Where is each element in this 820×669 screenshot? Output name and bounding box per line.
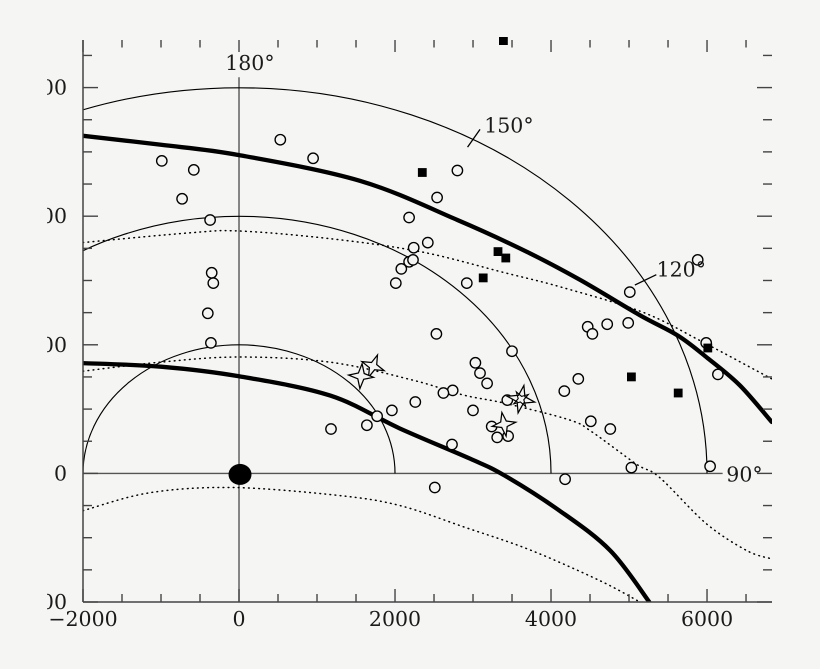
open-circle-marker: [176, 192, 188, 205]
open-circle-marker: [601, 318, 614, 331]
open-circle-marker: [572, 373, 585, 385]
filled-squares-series: [417, 37, 713, 398]
galactocentric-dotted-outer-curve: [83, 229, 772, 380]
open-circle-marker: [431, 191, 443, 204]
longitude-labels: 180° 150° 120° 90°: [225, 51, 762, 487]
sun-marker: [228, 463, 252, 485]
open-circle-marker: [622, 317, 635, 329]
open-circle-marker: [704, 460, 716, 473]
open-circle-marker: [446, 438, 458, 451]
x-tick-label: 6000: [681, 607, 733, 631]
spiral-arm-outer-curve: [83, 133, 772, 425]
y-tick-label: 4000: [15, 204, 67, 228]
open-circle-marker: [389, 277, 402, 289]
open-circle-marker: [395, 263, 408, 275]
filled-square-marker: [627, 372, 636, 382]
longitude-tick-150deg: [467, 129, 481, 148]
spiral-arm-local-curve: [83, 360, 652, 602]
longitude-label-120deg: 120°: [657, 258, 706, 282]
open-circle-marker: [409, 396, 422, 408]
open-circle-marker: [407, 241, 420, 254]
open-circle-marker: [491, 431, 504, 444]
open-circle-marker: [386, 404, 398, 417]
open-circle-marker: [421, 236, 434, 249]
open-circle-marker: [559, 473, 571, 486]
filled-square-marker: [417, 168, 427, 177]
heliocentric-circle-6000: [83, 87, 708, 474]
open-circle-marker: [604, 423, 617, 435]
x-tick-label: 4000: [525, 607, 577, 631]
open-circle-marker: [474, 367, 486, 379]
filled-square-marker: [478, 273, 488, 283]
longitude-label-150deg: 150°: [484, 114, 533, 138]
open-star-marker: [346, 361, 376, 391]
longitude-label-90deg: 90°: [726, 463, 762, 487]
open-circle-marker: [307, 152, 319, 165]
x-tick-label: −2000: [48, 607, 117, 631]
plot-content: [83, 37, 772, 602]
longitude-tick-120deg: [634, 274, 657, 286]
x-tick-labels: −2000 0 2000 4000 6000: [48, 607, 733, 631]
open-circle-marker: [403, 211, 415, 224]
open-circle-marker: [481, 377, 493, 390]
open-circle-marker: [201, 307, 214, 320]
filled-square-marker: [673, 388, 683, 398]
open-circle-marker: [325, 423, 337, 435]
open-circle-marker: [205, 337, 217, 349]
open-star-marker: [505, 383, 537, 415]
open-circle-marker: [691, 254, 704, 266]
galactocentric-dotted-solar-curve: [83, 486, 641, 602]
open-stars-series: [346, 353, 537, 439]
open-circle-marker: [506, 345, 518, 358]
open-circle-marker: [407, 254, 419, 266]
open-circle-marker: [204, 214, 216, 226]
galactocentric-dotted-middle-curve: [83, 356, 772, 560]
open-star-marker: [490, 410, 518, 439]
y-tick-label: 2000: [15, 333, 67, 357]
open-circle-marker: [584, 415, 597, 428]
open-circle-marker: [371, 410, 383, 423]
filled-square-marker: [493, 247, 503, 256]
filled-square-marker: [703, 343, 713, 353]
longitude-axis-lines: [83, 77, 723, 602]
open-circle-marker: [712, 368, 724, 381]
longitude-label-180deg: 180°: [225, 51, 274, 75]
y-tick-label: −2000: [0, 590, 67, 614]
open-circle-marker: [437, 387, 450, 399]
x-tick-label: 0: [232, 607, 245, 631]
open-circle-marker: [205, 266, 218, 279]
axis-ticks: [82, 40, 772, 603]
open-circle-marker: [274, 133, 287, 146]
open-circle-marker: [625, 461, 638, 474]
open-circle-marker: [428, 481, 441, 494]
open-circle-marker: [586, 328, 599, 340]
open-circles-series: [155, 133, 724, 494]
open-circle-marker: [467, 404, 479, 417]
x-tick-label: 2000: [369, 607, 421, 631]
open-star-inner-marker: [512, 390, 530, 409]
open-circle-marker: [623, 286, 636, 298]
open-circle-marker: [558, 385, 571, 397]
open-circle-marker: [187, 164, 200, 176]
open-circle-marker: [451, 164, 464, 177]
filled-square-marker: [501, 253, 511, 263]
open-circle-marker: [207, 277, 220, 289]
open-circle-marker: [469, 356, 482, 369]
plot-frame: [82, 40, 772, 603]
open-circle-marker: [430, 328, 443, 340]
open-circle-marker: [460, 277, 473, 289]
open-circle-marker: [361, 419, 373, 432]
open-circle-marker: [155, 155, 168, 167]
y-tick-label: 6000: [15, 76, 67, 100]
filled-square-marker: [499, 37, 508, 45]
y-tick-labels: −2000 0 2000 4000 6000: [0, 76, 67, 614]
y-tick-label: 0: [54, 461, 67, 485]
